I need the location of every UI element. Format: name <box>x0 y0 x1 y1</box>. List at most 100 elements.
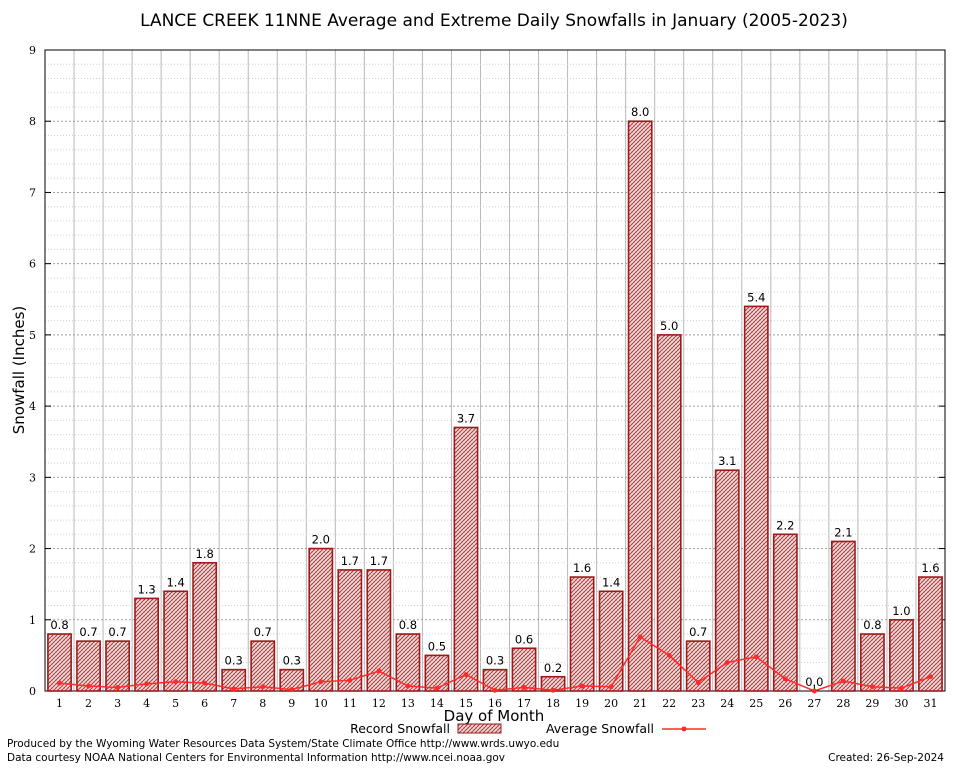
bar-value-label: 1.8 <box>196 547 214 561</box>
average-point <box>289 687 295 693</box>
average-point <box>463 672 469 678</box>
chart-title: LANCE CREEK 11NNE Average and Extreme Da… <box>140 11 848 31</box>
x-tick-label: 16 <box>488 697 502 710</box>
x-tick-label: 1 <box>56 697 63 710</box>
average-point <box>869 684 875 690</box>
bar-value-label: 0.0 <box>805 675 823 689</box>
y-tick-label: 3 <box>29 471 36 484</box>
x-tick-label: 2 <box>85 697 92 710</box>
bar-value-label: 0.8 <box>50 618 68 632</box>
x-tick-label: 23 <box>691 697 705 710</box>
average-point <box>579 683 585 689</box>
bar-labels: 0.8 0.7 0.7 1.3 1.4 1.8 0.3 0.7 0.3 2.0 1.7 1.7 0.8 0… <box>50 105 939 689</box>
bar-value-label: 1.3 <box>137 582 155 596</box>
bar-value-label: 0.3 <box>283 654 301 668</box>
bar-value-label: 0.7 <box>79 625 97 639</box>
average-point <box>202 680 208 686</box>
average-point <box>695 679 701 685</box>
bar-value-label: 8.0 <box>631 105 649 119</box>
average-point <box>231 686 237 692</box>
x-tick-label: 24 <box>720 697 734 710</box>
bar-day-8 <box>250 640 276 692</box>
average-point <box>86 683 92 689</box>
bar-day-24 <box>714 469 740 692</box>
average-point <box>347 677 353 683</box>
x-tick-label: 22 <box>662 697 676 710</box>
x-tick-label: 25 <box>749 697 763 710</box>
average-point <box>144 681 150 687</box>
footer-courtesy: Data courtesy NOAA National Centers for … <box>7 752 506 764</box>
average-point <box>550 687 556 693</box>
bar-day-6 <box>192 561 218 692</box>
bar-value-label: 2.0 <box>312 533 330 547</box>
footer-created: Created: 26-Sep-2024 <box>828 752 944 764</box>
bar-day-10 <box>308 547 334 692</box>
average-point <box>637 634 643 640</box>
bar-value-label: 1.7 <box>370 554 388 568</box>
bar-day-29 <box>860 633 885 692</box>
bar-value-label: 0.8 <box>863 618 881 632</box>
bar-day-1 <box>47 633 72 692</box>
average-line <box>57 634 933 694</box>
average-point <box>260 684 266 690</box>
legend-record-swatch <box>457 723 502 734</box>
x-axis-label: Day of Month <box>444 707 545 725</box>
average-point <box>521 684 527 690</box>
average-point <box>173 679 179 685</box>
x-tick-label: 6 <box>201 697 208 710</box>
bar-value-label: 2.2 <box>776 518 794 532</box>
x-tick-label: 28 <box>836 697 850 710</box>
bar-day-14 <box>424 654 450 692</box>
x-tick-label: 17 <box>517 697 531 710</box>
y-tick-label: 6 <box>29 258 36 271</box>
average-point <box>724 660 730 666</box>
bar-day-25 <box>743 305 769 692</box>
bar-value-label: 1.0 <box>892 604 910 618</box>
bar-day-20 <box>598 590 624 692</box>
bar-day-2 <box>76 640 101 692</box>
y-tick-label: 8 <box>29 115 36 128</box>
average-point <box>898 685 904 691</box>
x-tick-label: 3 <box>114 697 121 710</box>
average-point <box>608 684 614 690</box>
bar-value-label: 1.4 <box>602 575 620 589</box>
average-point <box>782 676 788 682</box>
bar-value-label: 0.7 <box>108 625 126 639</box>
average-point <box>57 680 63 686</box>
x-tick-label: 31 <box>923 697 937 710</box>
x-tick-label: 5 <box>172 697 179 710</box>
bar-day-13 <box>395 633 421 692</box>
average-point <box>492 687 498 693</box>
bar-day-17 <box>511 647 537 692</box>
x-tick-label: 27 <box>807 697 821 710</box>
bar-value-label: 0.5 <box>428 639 446 653</box>
x-tick-label: 12 <box>372 697 386 710</box>
y-tick-label: 0 <box>29 685 36 698</box>
bar-day-11 <box>337 569 363 692</box>
bar-day-5 <box>163 590 189 692</box>
bar-day-21 <box>627 120 653 692</box>
bar-value-label: 5.0 <box>660 319 678 333</box>
x-tick-label: 4 <box>143 697 150 710</box>
bar-value-label: 3.7 <box>457 411 475 425</box>
bar-day-30 <box>889 618 914 692</box>
bar-day-31 <box>918 576 943 692</box>
legend: Record Snowfall Average Snowfall <box>350 721 706 736</box>
bar-value-label: 1.4 <box>166 575 184 589</box>
average-point <box>666 652 672 658</box>
x-tick-label: 14 <box>430 697 444 710</box>
bar-value-label: 0.8 <box>399 618 417 632</box>
bar-day-3 <box>105 640 130 692</box>
x-tick-label: 11 <box>343 697 357 710</box>
bar-value-label: 5.4 <box>747 290 765 304</box>
x-tick-label: 9 <box>288 697 295 710</box>
bar-day-15 <box>453 426 479 692</box>
x-tick-label: 7 <box>230 697 237 710</box>
bar-value-label: 0.3 <box>486 654 504 668</box>
bar-day-22 <box>656 334 682 692</box>
x-tick-label: 13 <box>401 697 415 710</box>
y-tick-label: 9 <box>29 44 36 57</box>
bar-value-label: 1.7 <box>341 554 359 568</box>
y-axis-label: Snowfall (Inches) <box>10 306 28 434</box>
legend-average-label: Average Snowfall <box>546 721 654 736</box>
